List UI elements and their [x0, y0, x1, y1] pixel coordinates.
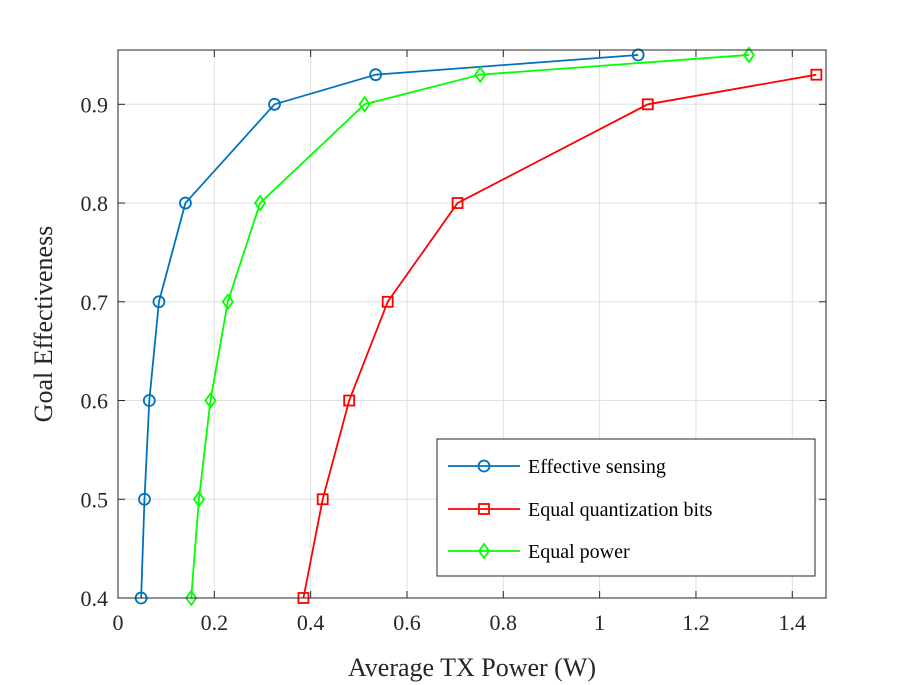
y-axis-label: Goal Effectiveness [29, 226, 58, 423]
series-layer [134, 46, 823, 607]
data-point [810, 68, 823, 81]
data-point [253, 194, 267, 212]
series-3 [185, 46, 756, 607]
data-point [742, 46, 756, 64]
legend-marker [478, 503, 490, 515]
data-point [358, 95, 371, 113]
data-point [474, 66, 487, 84]
data-point [179, 196, 192, 210]
x-axis-label: Average TX Power (W) [348, 653, 596, 682]
data-point [316, 493, 329, 506]
legend-label: Effective sensing [528, 456, 666, 478]
data-point [369, 68, 383, 82]
x-tick-label: 0.4 [297, 610, 325, 635]
x-tick-label: 1.2 [682, 610, 710, 635]
data-point [185, 589, 198, 607]
data-point [381, 295, 394, 308]
data-point [192, 490, 206, 508]
legend-label: Equal power [528, 541, 630, 563]
y-tick-label: 0.8 [81, 191, 109, 216]
x-tick-label: 0.8 [490, 610, 518, 635]
data-point [343, 394, 356, 407]
legend: Effective sensing Equal quantization bits… [436, 438, 816, 577]
data-point [204, 391, 217, 410]
data-point [641, 98, 654, 111]
x-tick-label: 0.6 [393, 610, 421, 635]
data-point [451, 197, 464, 209]
data-point [152, 295, 166, 309]
data-point [631, 48, 645, 62]
axis-ticks: 0 0.2 0.4 0.6 0.8 1 1.2 1.4 0.4 0.5 0.6 0.7 0.8 0.9 [81, 50, 826, 635]
grid-lines [118, 50, 826, 598]
data-point [221, 293, 234, 311]
series-line [302, 73, 817, 599]
y-tick-label: 0.7 [81, 290, 109, 315]
plot-frame [117, 49, 827, 599]
legend-entry-1: Effective sensing [448, 456, 666, 478]
legend-marker [477, 459, 491, 473]
y-tick-label: 0.5 [81, 487, 109, 512]
y-tick-label: 0.4 [81, 586, 109, 611]
legend-entry-2: Equal quantization bits [448, 499, 713, 521]
data-point [142, 394, 156, 407]
x-tick-label: 0.2 [201, 610, 229, 635]
legend-label: Equal quantization bits [528, 499, 713, 521]
legend-marker [477, 542, 491, 560]
series-2 [297, 68, 823, 604]
legend-box [436, 438, 816, 577]
data-point [138, 492, 151, 506]
series-line [190, 54, 750, 599]
x-tick-label: 1 [594, 610, 605, 635]
x-tick-label: 1.4 [779, 610, 807, 635]
data-point [268, 97, 281, 111]
series-line [140, 54, 639, 599]
legend-entry-3: Equal power [448, 541, 630, 563]
y-tick-label: 0.6 [81, 389, 109, 414]
x-tick-label: 0 [113, 610, 124, 635]
y-tick-label: 0.9 [81, 92, 109, 117]
